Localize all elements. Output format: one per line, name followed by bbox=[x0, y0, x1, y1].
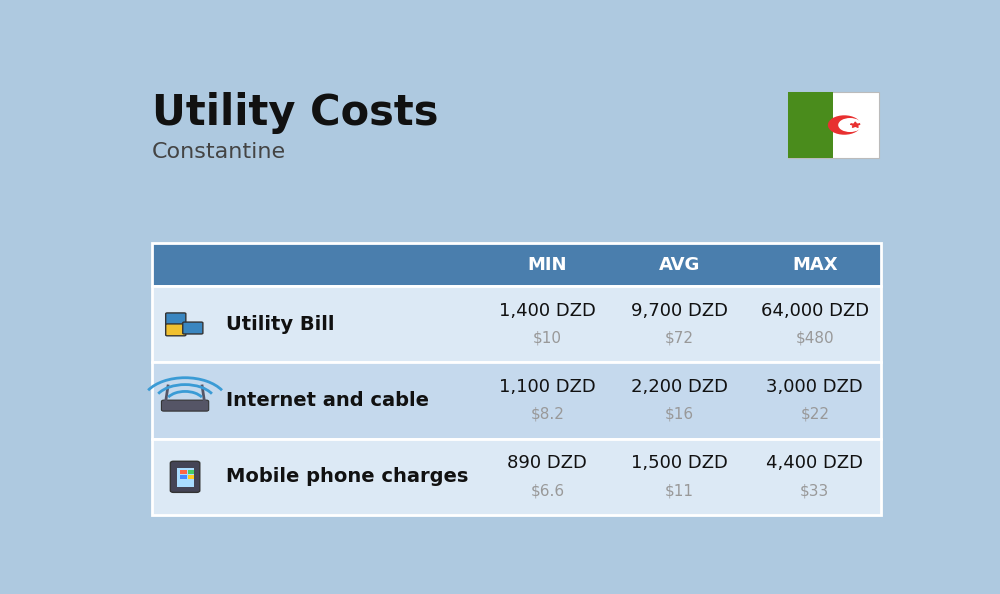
Text: $22: $22 bbox=[800, 407, 829, 422]
FancyBboxPatch shape bbox=[183, 322, 203, 334]
Text: $480: $480 bbox=[795, 331, 834, 346]
Text: Internet and cable: Internet and cable bbox=[226, 391, 429, 410]
Text: MAX: MAX bbox=[792, 255, 838, 273]
Text: 64,000 DZD: 64,000 DZD bbox=[761, 302, 869, 320]
Text: Constantine: Constantine bbox=[152, 142, 286, 162]
Polygon shape bbox=[851, 122, 860, 128]
FancyBboxPatch shape bbox=[152, 243, 881, 286]
Text: $33: $33 bbox=[800, 483, 829, 498]
FancyBboxPatch shape bbox=[152, 362, 881, 439]
Text: 890 DZD: 890 DZD bbox=[507, 454, 587, 472]
FancyBboxPatch shape bbox=[177, 467, 194, 487]
FancyBboxPatch shape bbox=[161, 400, 209, 411]
Text: 4,400 DZD: 4,400 DZD bbox=[766, 454, 863, 472]
Circle shape bbox=[838, 118, 862, 132]
Text: 9,700 DZD: 9,700 DZD bbox=[631, 302, 728, 320]
Text: Utility Costs: Utility Costs bbox=[152, 92, 439, 134]
FancyBboxPatch shape bbox=[788, 92, 879, 158]
FancyBboxPatch shape bbox=[188, 470, 194, 474]
Text: 1,400 DZD: 1,400 DZD bbox=[499, 302, 596, 320]
FancyBboxPatch shape bbox=[152, 286, 881, 362]
Text: Utility Bill: Utility Bill bbox=[226, 315, 334, 334]
Text: $10: $10 bbox=[533, 331, 562, 346]
FancyBboxPatch shape bbox=[180, 475, 187, 479]
Text: $72: $72 bbox=[665, 331, 694, 346]
Text: $16: $16 bbox=[665, 407, 694, 422]
Text: 2,200 DZD: 2,200 DZD bbox=[631, 378, 728, 396]
FancyBboxPatch shape bbox=[166, 313, 186, 325]
Circle shape bbox=[828, 115, 861, 135]
Text: $8.2: $8.2 bbox=[530, 407, 564, 422]
FancyBboxPatch shape bbox=[788, 92, 833, 158]
FancyBboxPatch shape bbox=[166, 324, 186, 336]
Text: 1,500 DZD: 1,500 DZD bbox=[631, 454, 728, 472]
Text: AVG: AVG bbox=[658, 255, 700, 273]
Text: MIN: MIN bbox=[528, 255, 567, 273]
FancyBboxPatch shape bbox=[152, 439, 881, 515]
Text: $6.6: $6.6 bbox=[530, 483, 564, 498]
Text: 1,100 DZD: 1,100 DZD bbox=[499, 378, 596, 396]
FancyBboxPatch shape bbox=[180, 470, 187, 474]
Text: Mobile phone charges: Mobile phone charges bbox=[226, 467, 468, 486]
Text: 3,000 DZD: 3,000 DZD bbox=[766, 378, 863, 396]
FancyBboxPatch shape bbox=[170, 462, 200, 492]
Text: $11: $11 bbox=[665, 483, 694, 498]
FancyBboxPatch shape bbox=[188, 475, 194, 479]
